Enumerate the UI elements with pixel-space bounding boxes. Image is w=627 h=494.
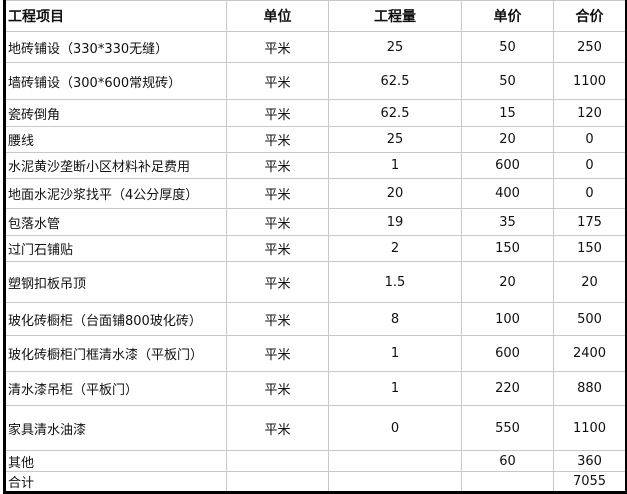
- cell-unit-price[interactable]: 150: [461, 235, 554, 262]
- cell-item[interactable]: 合计: [4, 471, 227, 493]
- cell-item[interactable]: 墙砖铺设（300*600常规砖）: [4, 62, 227, 100]
- cell-total[interactable]: 175: [553, 208, 627, 236]
- table-row: 过门石铺贴 平米 2 150 150: [4, 235, 627, 262]
- cell-unit[interactable]: 平米: [226, 178, 329, 209]
- cell-quantity[interactable]: 19: [328, 208, 462, 236]
- cell-unit-price[interactable]: 20: [461, 261, 554, 303]
- cell-item[interactable]: 玻化砖橱柜（台面铺800玻化砖）: [4, 302, 227, 336]
- cell-unit[interactable]: 平米: [226, 335, 329, 372]
- table-row: 塑钢扣板吊顶 平米 1.5 20 20: [4, 261, 627, 303]
- cell-quantity[interactable]: 0: [328, 405, 462, 451]
- table-row: 腰线 平米 25 20 0: [4, 126, 627, 153]
- header-item[interactable]: 工程项目: [4, 0, 227, 32]
- cell-quantity[interactable]: 1: [328, 371, 462, 406]
- cell-unit-price[interactable]: 600: [461, 152, 554, 179]
- cell-quantity[interactable]: 2: [328, 235, 462, 262]
- cell-unit[interactable]: 平米: [226, 261, 329, 303]
- table-row: 墙砖铺设（300*600常规砖） 平米 62.5 50 1100: [4, 62, 627, 100]
- cell-total[interactable]: 0: [553, 178, 627, 209]
- table-row: 家具清水油漆 平米 0 550 1100: [4, 405, 627, 451]
- cell-item[interactable]: 地面水泥沙浆找平（4公分厚度）: [4, 178, 227, 209]
- cell-item[interactable]: 包落水管: [4, 208, 227, 236]
- table-row: 清水漆吊柜（平板门） 平米 1 220 880: [4, 371, 627, 406]
- header-unit[interactable]: 单位: [226, 0, 329, 32]
- cell-unit[interactable]: 平米: [226, 62, 329, 100]
- quote-table: 工程项目 单位 工程量 单价 合价 地砖铺设（330*330无缝） 平米 25 50 250 墙砖铺…: [3, 0, 627, 494]
- cell-total[interactable]: 150: [553, 235, 627, 262]
- cell-unit[interactable]: 平米: [226, 31, 329, 63]
- cell-item[interactable]: 瓷砖倒角: [4, 99, 227, 127]
- cell-unit[interactable]: [226, 450, 329, 472]
- cell-item[interactable]: 家具清水油漆: [4, 405, 227, 451]
- cell-quantity[interactable]: 1: [328, 335, 462, 372]
- cell-item[interactable]: 地砖铺设（330*330无缝）: [4, 31, 227, 63]
- cell-quantity[interactable]: [328, 471, 462, 493]
- cell-unit[interactable]: 平米: [226, 126, 329, 153]
- cell-item[interactable]: 玻化砖橱柜门框清水漆（平板门）: [4, 335, 227, 372]
- table-row: 玻化砖橱柜（台面铺800玻化砖） 平米 8 100 500: [4, 302, 627, 336]
- table-row: 瓷砖倒角 平米 62.5 15 120: [4, 99, 627, 127]
- cell-unit-price[interactable]: 220: [461, 371, 554, 406]
- cell-unit-price[interactable]: 60: [461, 450, 554, 472]
- cell-unit[interactable]: 平米: [226, 302, 329, 336]
- cell-total[interactable]: 1100: [553, 62, 627, 100]
- header-total[interactable]: 合价: [553, 0, 627, 32]
- cell-unit-price[interactable]: 550: [461, 405, 554, 451]
- cell-unit-price[interactable]: 35: [461, 208, 554, 236]
- cell-unit-price[interactable]: 100: [461, 302, 554, 336]
- cell-quantity[interactable]: 62.5: [328, 62, 462, 100]
- cell-quantity[interactable]: 1.5: [328, 261, 462, 303]
- cell-item[interactable]: 塑钢扣板吊顶: [4, 261, 227, 303]
- table-row: 玻化砖橱柜门框清水漆（平板门） 平米 1 600 2400: [4, 335, 627, 372]
- cell-quantity[interactable]: 25: [328, 126, 462, 153]
- cell-total[interactable]: 7055: [553, 471, 627, 493]
- cell-unit[interactable]: [226, 471, 329, 493]
- cell-total[interactable]: 0: [553, 126, 627, 153]
- table-row: 合计 7055: [4, 471, 627, 493]
- header-unit-price[interactable]: 单价: [461, 0, 554, 32]
- cell-total[interactable]: 360: [553, 450, 627, 472]
- cell-total[interactable]: 250: [553, 31, 627, 63]
- cell-unit[interactable]: 平米: [226, 99, 329, 127]
- header-quantity[interactable]: 工程量: [328, 0, 462, 32]
- cell-total[interactable]: 0: [553, 152, 627, 179]
- cell-unit-price[interactable]: 600: [461, 335, 554, 372]
- table-row: 其他 60 360: [4, 450, 627, 472]
- cell-unit-price[interactable]: [461, 471, 554, 493]
- cell-quantity[interactable]: 1: [328, 152, 462, 179]
- cell-total[interactable]: 1100: [553, 405, 627, 451]
- table-row: 水泥黄沙垄断小区材料补足费用 平米 1 600 0: [4, 152, 627, 179]
- cell-quantity[interactable]: [328, 450, 462, 472]
- table-row: 地砖铺设（330*330无缝） 平米 25 50 250: [4, 31, 627, 63]
- cell-quantity[interactable]: 62.5: [328, 99, 462, 127]
- cell-unit-price[interactable]: 15: [461, 99, 554, 127]
- cell-unit-price[interactable]: 20: [461, 126, 554, 153]
- header-row: 工程项目 单位 工程量 单价 合价: [4, 0, 627, 32]
- table-row: 地面水泥沙浆找平（4公分厚度） 平米 20 400 0: [4, 178, 627, 209]
- cell-unit[interactable]: 平米: [226, 371, 329, 406]
- cell-unit[interactable]: 平米: [226, 235, 329, 262]
- cell-unit[interactable]: 平米: [226, 405, 329, 451]
- table-row: 包落水管 平米 19 35 175: [4, 208, 627, 236]
- cell-total[interactable]: 2400: [553, 335, 627, 372]
- cell-item[interactable]: 水泥黄沙垄断小区材料补足费用: [4, 152, 227, 179]
- cell-quantity[interactable]: 8: [328, 302, 462, 336]
- cell-unit[interactable]: 平米: [226, 208, 329, 236]
- cell-total[interactable]: 880: [553, 371, 627, 406]
- cell-total[interactable]: 120: [553, 99, 627, 127]
- cell-quantity[interactable]: 25: [328, 31, 462, 63]
- cell-item[interactable]: 清水漆吊柜（平板门）: [4, 371, 227, 406]
- cell-item[interactable]: 其他: [4, 450, 227, 472]
- cell-unit-price[interactable]: 400: [461, 178, 554, 209]
- cell-total[interactable]: 20: [553, 261, 627, 303]
- cell-item[interactable]: 过门石铺贴: [4, 235, 227, 262]
- cell-unit-price[interactable]: 50: [461, 62, 554, 100]
- cell-item[interactable]: 腰线: [4, 126, 227, 153]
- cell-unit[interactable]: 平米: [226, 152, 329, 179]
- cell-quantity[interactable]: 20: [328, 178, 462, 209]
- cell-unit-price[interactable]: 50: [461, 31, 554, 63]
- cell-total[interactable]: 500: [553, 302, 627, 336]
